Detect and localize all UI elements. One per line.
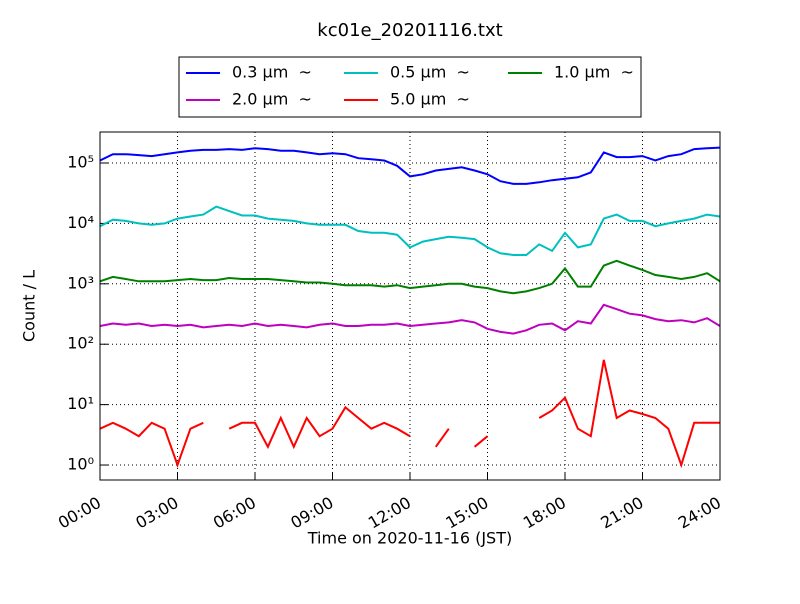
series-line xyxy=(100,303,720,335)
legend-label: 1.0 μm ~ xyxy=(554,63,634,82)
plot-frame xyxy=(99,131,721,481)
x-axis-label: Time on 2020-11-16 (JST) xyxy=(307,529,512,548)
legend-label: 5.0 μm ~ xyxy=(390,90,470,109)
y-tick-label: 10² xyxy=(67,334,94,353)
y-axis-label: Count / L xyxy=(20,270,39,342)
series-line xyxy=(100,259,720,295)
legend-label: 0.5 μm ~ xyxy=(390,63,470,82)
y-tick-label: 10¹ xyxy=(67,394,94,413)
y-tick-label: 10⁵ xyxy=(67,153,94,172)
series-line xyxy=(100,205,720,256)
series-line xyxy=(100,359,720,469)
legend-label: 0.3 μm ~ xyxy=(232,63,312,82)
y-tick-label: 10⁰ xyxy=(67,455,94,474)
series-line xyxy=(100,146,720,185)
y-tick-label: 10⁴ xyxy=(67,213,94,232)
legend-box xyxy=(178,56,642,118)
legend-label: 2.0 μm ~ xyxy=(232,90,312,109)
y-tick-label: 10³ xyxy=(67,273,94,292)
legend: 0.3 μm ~ 0.5 μm ~ 1.0 μm ~ 2.0 μm ~ 5.0 μm ~ xyxy=(186,63,634,109)
chart-title: kc01e_20201116.txt xyxy=(317,20,502,41)
plot-area xyxy=(99,132,721,480)
